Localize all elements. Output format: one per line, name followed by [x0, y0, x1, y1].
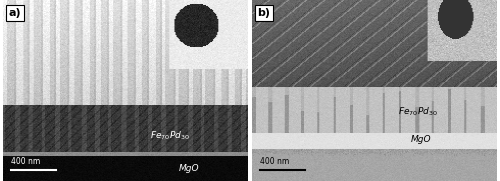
Text: b): b) — [258, 8, 270, 18]
Text: 400 nm: 400 nm — [260, 157, 289, 166]
Text: a): a) — [8, 8, 21, 18]
Text: MgO: MgO — [179, 164, 200, 173]
Text: MgO: MgO — [411, 135, 432, 144]
Text: Fe$_{70}$Pd$_{30}$: Fe$_{70}$Pd$_{30}$ — [398, 106, 438, 119]
Text: 400 nm: 400 nm — [10, 157, 40, 166]
Text: Fe$_{70}$Pd$_{30}$: Fe$_{70}$Pd$_{30}$ — [150, 129, 190, 142]
